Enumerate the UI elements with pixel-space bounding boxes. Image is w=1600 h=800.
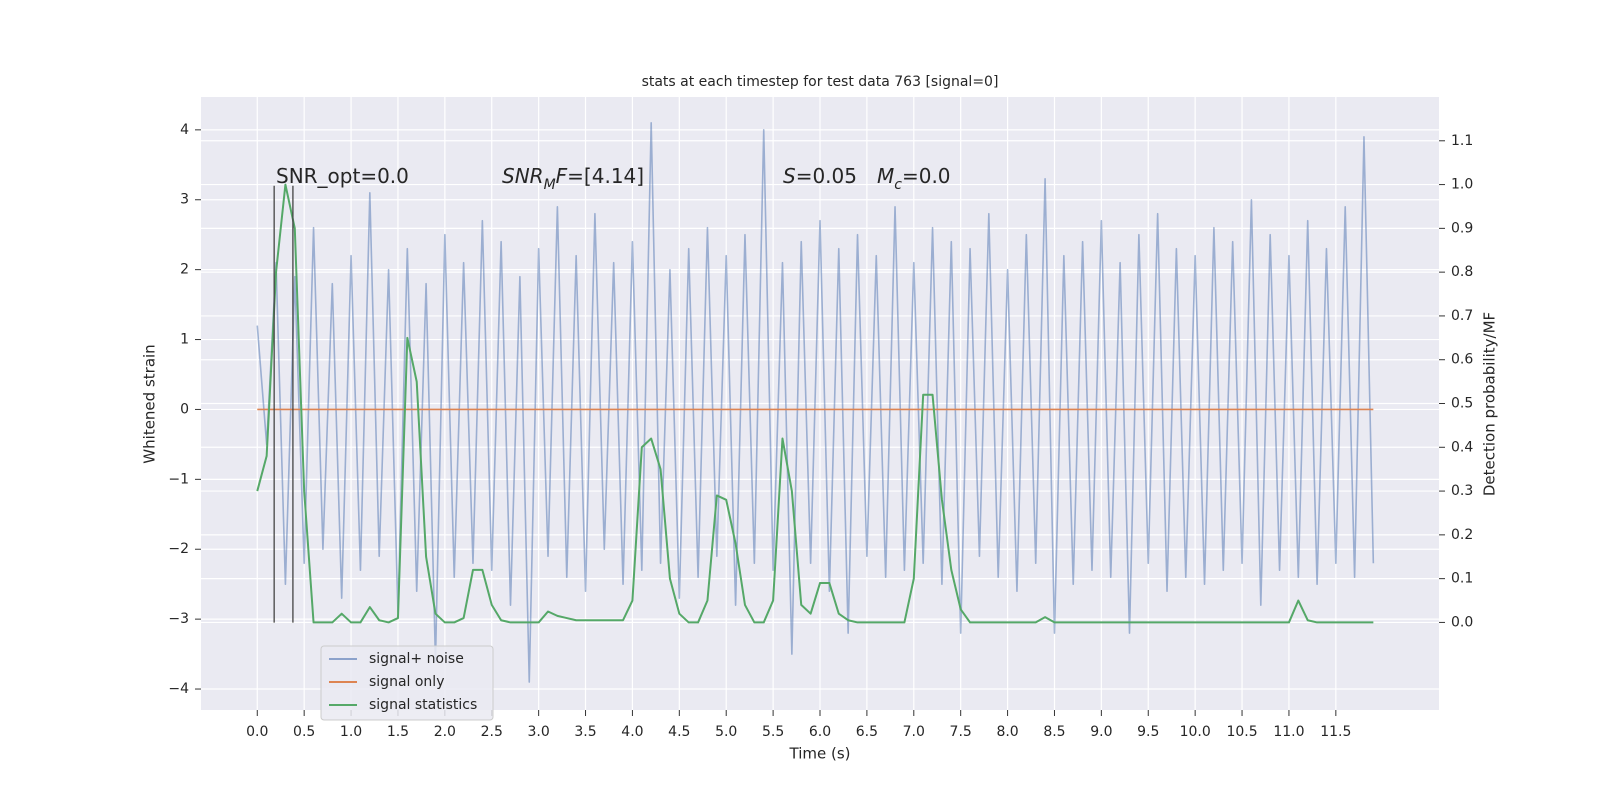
y-tick-label: 2 xyxy=(180,262,189,278)
x-tick-label: 1.5 xyxy=(387,724,409,740)
y2-tick-label: 0.5 xyxy=(1451,396,1473,412)
annotation-part: =0.05 xyxy=(796,164,857,188)
chart-title: stats at each timestep for test data 763… xyxy=(642,74,999,90)
y2-tick-label: 0.6 xyxy=(1451,352,1473,368)
annotation: SNR_opt=0.0 xyxy=(276,164,409,188)
y2-tick-label: 0.7 xyxy=(1451,308,1473,324)
y2-tick-label: 0.4 xyxy=(1451,439,1473,455)
x-tick-label: 0.5 xyxy=(293,724,315,740)
legend-label: signal only xyxy=(369,674,444,690)
legend-label: signal+ noise xyxy=(369,651,464,667)
x-tick-label: 7.0 xyxy=(903,724,925,740)
y2-tick-label: 0.2 xyxy=(1451,527,1473,543)
x-tick-label: 9.5 xyxy=(1137,724,1159,740)
annotation-part: F xyxy=(556,164,568,188)
x-tick-label: 4.5 xyxy=(668,724,690,740)
y-axis-label: Whitened strain xyxy=(141,344,159,463)
x-tick-label: 9.0 xyxy=(1090,724,1112,740)
legend-box xyxy=(320,645,494,721)
x-tick-label: 11.0 xyxy=(1273,724,1304,740)
x-tick-label: 0.0 xyxy=(246,724,268,740)
series-line xyxy=(256,183,1374,624)
y-tick-label: −1 xyxy=(168,471,189,487)
x-tick-label: 10.0 xyxy=(1180,724,1211,740)
y2-tick-label: 0.1 xyxy=(1451,571,1473,587)
y2-tick-label: 1.1 xyxy=(1451,133,1473,149)
y-tick-label: −2 xyxy=(168,541,189,557)
y-tick-label: −3 xyxy=(168,611,189,627)
y2-tick-label: 0.0 xyxy=(1451,614,1473,630)
x-tick-label: 6.0 xyxy=(809,724,831,740)
x-tick-label: 8.5 xyxy=(1043,724,1065,740)
x-axis-label: Time (s) xyxy=(789,745,851,763)
y-tick-label: 4 xyxy=(180,122,189,138)
y2-axis-label: Detection probability/MF xyxy=(1481,312,1499,496)
x-tick-label: 8.0 xyxy=(996,724,1018,740)
annotation-part: =0.0 xyxy=(902,164,951,188)
annotation: S=0.05 xyxy=(783,164,857,188)
y2-tick-label: 0.9 xyxy=(1451,220,1473,236)
legend-label: signal statistics xyxy=(369,697,477,713)
x-tick-label: 3.5 xyxy=(574,724,596,740)
annotation-part: c xyxy=(894,177,902,193)
y2-tick-label: 0.3 xyxy=(1451,483,1473,499)
y-tick-label: 0 xyxy=(180,401,189,417)
annotation-part: =[4.14] xyxy=(567,164,644,188)
x-tick-label: 3.0 xyxy=(528,724,550,740)
series-line xyxy=(256,122,1375,683)
annotation-part: S xyxy=(783,164,796,188)
y-tick-label: 3 xyxy=(180,192,189,208)
x-tick-label: 11.5 xyxy=(1320,724,1351,740)
annotation-part: SNR xyxy=(502,164,544,188)
annotation-part: M xyxy=(544,177,556,193)
x-tick-label: 5.5 xyxy=(762,724,784,740)
x-tick-label: 7.5 xyxy=(950,724,972,740)
x-tick-label: 4.0 xyxy=(621,724,643,740)
x-tick-label: 2.5 xyxy=(481,724,503,740)
annotation: SNRMF=[4.14] xyxy=(502,164,644,194)
annotation: Mc=0.0 xyxy=(877,164,951,194)
x-tick-label: 1.0 xyxy=(340,724,362,740)
y2-tick-label: 1.0 xyxy=(1451,177,1473,193)
y-tick-label: −4 xyxy=(168,681,189,697)
x-tick-label: 5.0 xyxy=(715,724,737,740)
y2-tick-label: 0.8 xyxy=(1451,264,1473,280)
x-tick-label: 10.5 xyxy=(1226,724,1257,740)
annotation-part: SNR_opt=0.0 xyxy=(276,164,409,188)
x-tick-label: 2.0 xyxy=(434,724,456,740)
x-tick-label: 6.5 xyxy=(856,724,878,740)
annotation-part: M xyxy=(877,164,894,188)
y-tick-label: 1 xyxy=(180,332,189,348)
